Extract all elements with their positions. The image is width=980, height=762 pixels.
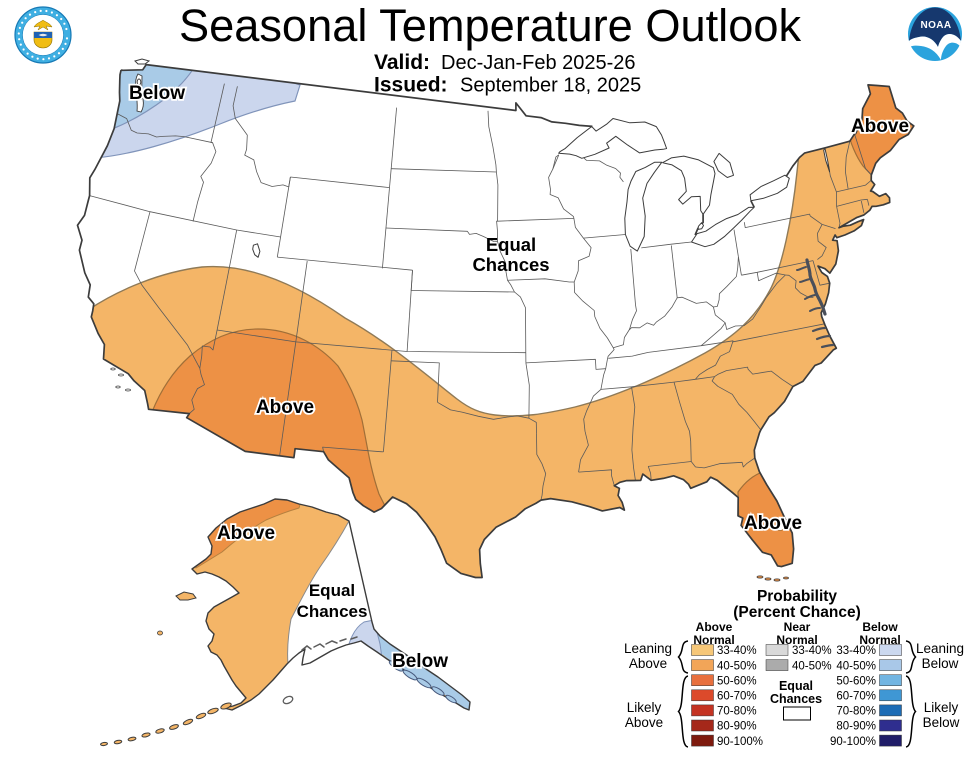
svg-text:Chances: Chances bbox=[770, 692, 822, 706]
svg-text:80-90%: 80-90% bbox=[717, 721, 757, 733]
svg-text:Above: Above bbox=[744, 513, 802, 534]
svg-text:Equal: Equal bbox=[309, 581, 355, 600]
svg-text:40-50%: 40-50% bbox=[836, 660, 876, 672]
svg-text:Normal: Normal bbox=[859, 633, 900, 647]
svg-text:Above: Above bbox=[851, 116, 909, 137]
svg-text:90-100%: 90-100% bbox=[717, 736, 763, 748]
svg-text:Seasonal Temperature Outlook: Seasonal Temperature Outlook bbox=[179, 0, 802, 51]
svg-text:33-40%: 33-40% bbox=[792, 645, 832, 657]
svg-text:70-80%: 70-80% bbox=[717, 706, 757, 718]
svg-text:40-50%: 40-50% bbox=[792, 660, 832, 672]
svg-text:Dec-Jan-Feb 2025-26: Dec-Jan-Feb 2025-26 bbox=[441, 52, 636, 74]
svg-text:September 18, 2025: September 18, 2025 bbox=[460, 75, 641, 97]
svg-text:Above: Above bbox=[217, 523, 275, 544]
svg-text:Equal: Equal bbox=[779, 679, 813, 693]
svg-text:Normal: Normal bbox=[693, 633, 734, 647]
svg-text:Leaning: Leaning bbox=[916, 641, 964, 656]
svg-text:Above: Above bbox=[696, 620, 733, 634]
svg-text:40-50%: 40-50% bbox=[717, 660, 757, 672]
svg-text:Equal: Equal bbox=[486, 234, 536, 255]
svg-text:Near: Near bbox=[784, 620, 811, 634]
svg-text:Likely: Likely bbox=[924, 700, 959, 715]
svg-text:90-100%: 90-100% bbox=[830, 736, 876, 748]
svg-text:Below: Below bbox=[129, 83, 185, 104]
svg-text:Above: Above bbox=[629, 656, 667, 671]
svg-text:Probability: Probability bbox=[757, 588, 837, 605]
svg-text:Chances: Chances bbox=[472, 254, 549, 275]
svg-text:33-40%: 33-40% bbox=[836, 645, 876, 657]
svg-text:Above: Above bbox=[256, 397, 314, 418]
svg-text:Below: Below bbox=[392, 651, 448, 672]
svg-text:70-80%: 70-80% bbox=[836, 706, 876, 718]
svg-text:60-70%: 60-70% bbox=[717, 691, 757, 703]
svg-text:Issued:: Issued: bbox=[374, 74, 448, 97]
svg-text:Below: Below bbox=[862, 620, 898, 634]
svg-text:Leaning: Leaning bbox=[624, 641, 672, 656]
svg-text:50-60%: 50-60% bbox=[717, 675, 757, 687]
svg-text:60-70%: 60-70% bbox=[836, 691, 876, 703]
svg-text:33-40%: 33-40% bbox=[717, 645, 757, 657]
svg-text:Chances: Chances bbox=[297, 602, 368, 621]
svg-text:Above: Above bbox=[625, 715, 663, 730]
svg-text:80-90%: 80-90% bbox=[836, 721, 876, 733]
svg-text:Normal: Normal bbox=[776, 633, 817, 647]
svg-text:NOAA: NOAA bbox=[920, 20, 951, 31]
svg-text:Below: Below bbox=[923, 715, 960, 730]
svg-text:50-60%: 50-60% bbox=[836, 675, 876, 687]
svg-text:Valid:: Valid: bbox=[374, 51, 430, 74]
svg-text:Likely: Likely bbox=[627, 700, 662, 715]
svg-text:Below: Below bbox=[922, 656, 959, 671]
svg-text:(Percent Chance): (Percent Chance) bbox=[733, 604, 860, 621]
